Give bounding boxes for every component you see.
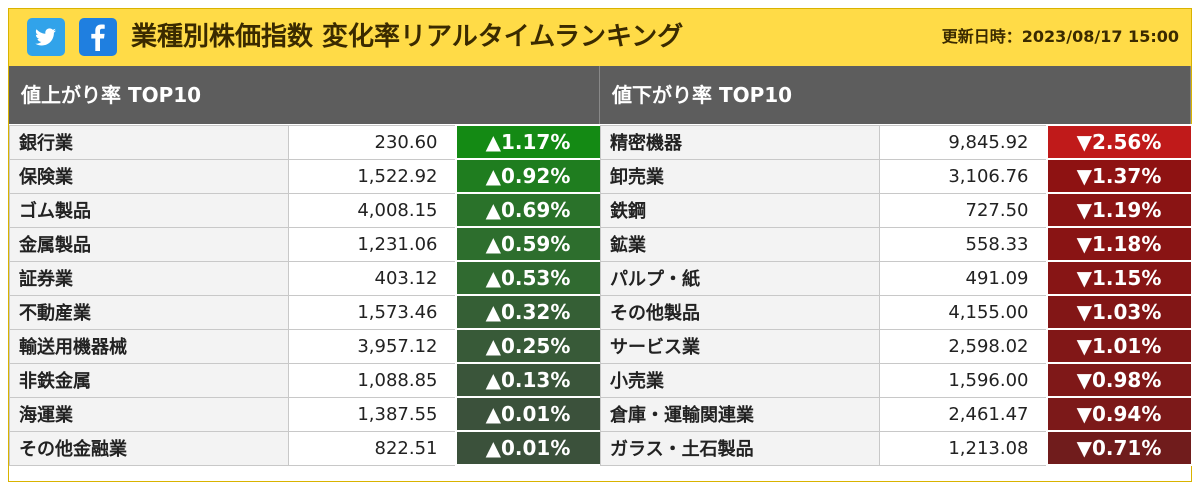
sector-name: 卸売業 xyxy=(600,158,880,194)
index-value: 1,213.08 xyxy=(879,430,1047,466)
change-rate: ▲0.32% xyxy=(454,294,602,330)
index-value: 1,088.85 xyxy=(288,362,456,398)
change-rate: ▼2.56% xyxy=(1045,124,1193,160)
change-rate: ▲0.92% xyxy=(454,158,602,194)
index-value: 4,155.00 xyxy=(879,294,1047,330)
gainers-title: 値上がり率 TOP10 xyxy=(9,66,600,124)
change-rate: ▼1.18% xyxy=(1045,226,1193,262)
index-value: 1,387.55 xyxy=(288,396,456,432)
facebook-f-icon xyxy=(91,24,105,51)
sector-name: パルプ・紙 xyxy=(600,260,880,296)
sector-name: 銀行業 xyxy=(9,124,289,160)
change-rate: ▼0.71% xyxy=(1045,430,1193,466)
index-value: 2,461.47 xyxy=(879,396,1047,432)
sector-name: ゴム製品 xyxy=(9,192,289,228)
sector-name: 倉庫・運輸関連業 xyxy=(600,396,880,432)
table-row: 精密機器 9,845.92 ▼2.56% xyxy=(600,124,1193,160)
sector-name: その他製品 xyxy=(600,294,880,330)
table-row: ガラス・土石製品 1,213.08 ▼0.71% xyxy=(600,430,1193,466)
sector-name: 鉄鋼 xyxy=(600,192,880,228)
change-rate: ▼1.15% xyxy=(1045,260,1193,296)
index-value: 558.33 xyxy=(879,226,1047,262)
table-row: 海運業 1,387.55 ▲0.01% xyxy=(9,396,602,432)
sector-name: 金属製品 xyxy=(9,226,289,262)
table-row: 不動産業 1,573.46 ▲0.32% xyxy=(9,294,602,330)
table-row: 証券業 403.12 ▲0.53% xyxy=(9,260,602,296)
update-timestamp: 更新日時：2023/08/17 15:00 xyxy=(941,27,1179,46)
index-value: 1,522.92 xyxy=(288,158,456,194)
change-rate: ▼1.03% xyxy=(1045,294,1193,330)
change-rate: ▼1.37% xyxy=(1045,158,1193,194)
index-value: 1,573.46 xyxy=(288,294,456,330)
table-row: パルプ・紙 491.09 ▼1.15% xyxy=(600,260,1193,296)
change-rate: ▲1.17% xyxy=(454,124,602,160)
change-rate: ▼0.98% xyxy=(1045,362,1193,398)
table-row: 非鉄金属 1,088.85 ▲0.13% xyxy=(9,362,602,398)
sector-name: 海運業 xyxy=(9,396,289,432)
table-row: 輸送用機器械 3,957.12 ▲0.25% xyxy=(9,328,602,364)
table-row: サービス業 2,598.02 ▼1.01% xyxy=(600,328,1193,364)
change-rate: ▲0.59% xyxy=(454,226,602,262)
page-title: 業種別株価指数 変化率リアルタイムランキング xyxy=(131,22,684,52)
change-rate: ▼1.01% xyxy=(1045,328,1193,364)
index-value: 491.09 xyxy=(879,260,1047,296)
index-value: 3,106.76 xyxy=(879,158,1047,194)
table-row: その他金融業 822.51 ▲0.01% xyxy=(9,430,602,466)
table-row: ゴム製品 4,008.15 ▲0.69% xyxy=(9,192,602,228)
table-row: 鉱業 558.33 ▼1.18% xyxy=(600,226,1193,262)
index-value: 403.12 xyxy=(288,260,456,296)
index-value: 1,231.06 xyxy=(288,226,456,262)
gainers-table: 銀行業 230.60 ▲1.17% 保険業 1,522.92 ▲0.92% ゴム製品 4,00… xyxy=(9,124,602,466)
sector-name: 非鉄金属 xyxy=(9,362,289,398)
sector-name: 輸送用機器械 xyxy=(9,328,289,364)
twitter-bird-icon xyxy=(35,28,56,46)
sector-name: 小売業 xyxy=(600,362,880,398)
change-rate: ▲0.69% xyxy=(454,192,602,228)
losers-section: 値下がり率 TOP10 精密機器 9,845.92 ▼2.56% 卸売業 3,106.7… xyxy=(600,66,1193,466)
change-rate: ▲0.01% xyxy=(454,396,602,432)
sector-name: 不動産業 xyxy=(9,294,289,330)
facebook-share-button[interactable] xyxy=(79,18,117,56)
sector-name: サービス業 xyxy=(600,328,880,364)
ranking-widget: 業種別株価指数 変化率リアルタイムランキング 更新日時：2023/08/17 1… xyxy=(8,8,1193,482)
sector-name: 証券業 xyxy=(9,260,289,296)
losers-table: 精密機器 9,845.92 ▼2.56% 卸売業 3,106.76 ▼1.37% 鉄鋼 727… xyxy=(600,124,1193,466)
index-value: 230.60 xyxy=(288,124,456,160)
change-rate: ▼0.94% xyxy=(1045,396,1193,432)
gainers-section: 値上がり率 TOP10 銀行業 230.60 ▲1.17% 保険業 1,522.92 ▲0… xyxy=(9,66,602,466)
change-rate: ▲0.13% xyxy=(454,362,602,398)
sector-name: 保険業 xyxy=(9,158,289,194)
index-value: 9,845.92 xyxy=(879,124,1047,160)
change-rate: ▲0.53% xyxy=(454,260,602,296)
table-row: 金属製品 1,231.06 ▲0.59% xyxy=(9,226,602,262)
index-value: 2,598.02 xyxy=(879,328,1047,364)
table-row: 銀行業 230.60 ▲1.17% xyxy=(9,124,602,160)
index-value: 4,008.15 xyxy=(288,192,456,228)
sector-name: その他金融業 xyxy=(9,430,289,466)
index-value: 822.51 xyxy=(288,430,456,466)
index-value: 3,957.12 xyxy=(288,328,456,364)
twitter-share-button[interactable] xyxy=(27,18,65,56)
index-value: 727.50 xyxy=(879,192,1047,228)
table-row: その他製品 4,155.00 ▼1.03% xyxy=(600,294,1193,330)
table-row: 保険業 1,522.92 ▲0.92% xyxy=(9,158,602,194)
index-value: 1,596.00 xyxy=(879,362,1047,398)
change-rate: ▼1.19% xyxy=(1045,192,1193,228)
table-row: 倉庫・運輸関連業 2,461.47 ▼0.94% xyxy=(600,396,1193,432)
table-row: 鉄鋼 727.50 ▼1.19% xyxy=(600,192,1193,228)
table-row: 卸売業 3,106.76 ▼1.37% xyxy=(600,158,1193,194)
table-row: 小売業 1,596.00 ▼0.98% xyxy=(600,362,1193,398)
widget-header: 業種別株価指数 変化率リアルタイムランキング 更新日時：2023/08/17 1… xyxy=(9,9,1191,66)
sector-name: ガラス・土石製品 xyxy=(600,430,880,466)
sector-name: 精密機器 xyxy=(600,124,880,160)
change-rate: ▲0.25% xyxy=(454,328,602,364)
change-rate: ▲0.01% xyxy=(454,430,602,466)
losers-title: 値下がり率 TOP10 xyxy=(600,66,1191,124)
sector-name: 鉱業 xyxy=(600,226,880,262)
